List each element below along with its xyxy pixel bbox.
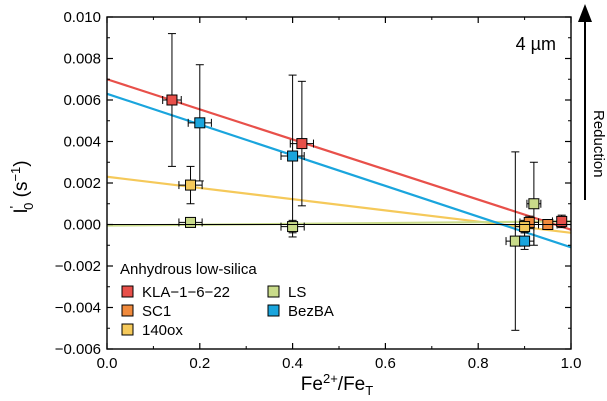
legend-swatch: [121, 323, 134, 336]
data-point: [519, 221, 531, 233]
fit-line: [106, 92, 572, 249]
data-point: [287, 221, 299, 233]
data-point: [166, 94, 178, 106]
y-tick-label: −0.006: [55, 341, 101, 358]
y-tick-label: 0.006: [63, 92, 101, 109]
axes: [106, 16, 572, 350]
data-point: [519, 235, 531, 247]
fit-line: [106, 78, 572, 231]
legend-label: BezBA: [288, 303, 334, 320]
size-annotation: 4 µm: [516, 34, 556, 54]
data-point: [296, 138, 308, 150]
legend: Anhydrous low-silica KLA−1−6−22 SC1 140ox L…: [120, 261, 334, 339]
y-tick-label: 0.002: [63, 175, 101, 192]
legend-swatch: [267, 285, 280, 298]
data-point: [185, 179, 197, 191]
legend-label: LS: [288, 284, 306, 301]
legend-swatch: [121, 285, 134, 298]
data-point: [185, 216, 197, 228]
x-tick-label: 0.6: [375, 355, 396, 372]
legend-swatch: [267, 304, 280, 317]
data-point: [556, 215, 568, 227]
y-tick-label: 0.008: [63, 51, 101, 68]
y-tick-label: −0.004: [55, 300, 101, 317]
legend-title: Anhydrous low-silica: [120, 261, 257, 278]
data-point: [509, 235, 521, 247]
legend-label: 140ox: [142, 322, 183, 339]
reduction-label: Reduction: [590, 110, 607, 178]
x-tick-label: 1.0: [561, 355, 582, 372]
tick-labels: 0.0 0.2 0.4 0.6 0.8 1.0 −0.006 −0.004 −0.002 0.00…: [55, 9, 582, 372]
reduction-arrow-head: [578, 4, 592, 22]
legend-label: KLA−1−6−22: [142, 284, 230, 301]
data-point: [287, 150, 299, 162]
fit-line: [106, 175, 572, 234]
x-tick-label: 0.8: [468, 355, 489, 372]
x-axis-title: Fe2+/FeT: [301, 371, 373, 398]
x-tick-label: 0.0: [97, 355, 118, 372]
y-tick-label: 0.004: [63, 134, 101, 151]
legend-swatch: [121, 304, 134, 317]
data-point: [528, 198, 540, 210]
y-tick-label: 0.000: [63, 217, 101, 234]
x-tick-label: 0.2: [189, 355, 210, 372]
y-tick-label: 0.010: [63, 9, 101, 26]
x-tick-label: 0.4: [282, 355, 303, 372]
legend-label: SC1: [142, 303, 171, 320]
y-axis-title: I'0 (s−1): [7, 160, 36, 213]
data-point: [194, 117, 206, 129]
y-tick-label: −0.002: [55, 258, 101, 275]
